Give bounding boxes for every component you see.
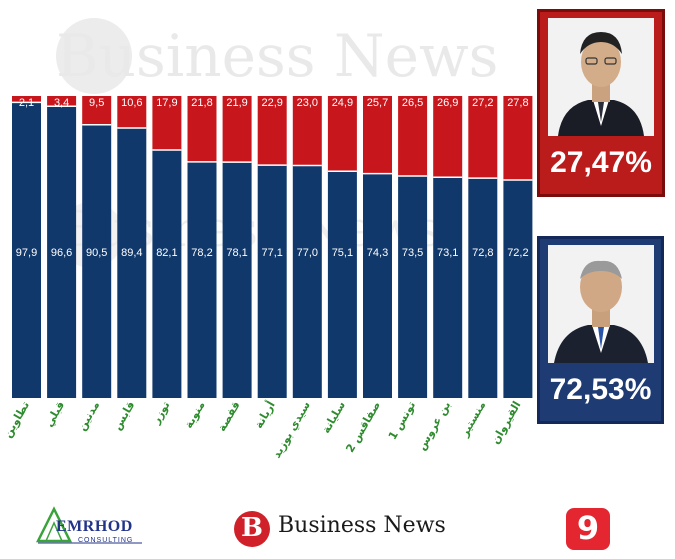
category-label: صفاقس 2 [343,399,383,455]
data-label-blue: 72,8 [472,247,493,259]
data-label-red: 25,7 [367,97,388,109]
tv9-number: 9 [576,509,600,547]
data-label-red: 2,1 [19,97,34,109]
bar-segment-red [187,96,217,162]
data-label-red: 23,0 [297,97,318,109]
category-label: قابس [111,399,138,432]
category-label: منوبة [182,399,208,431]
data-label-blue: 96,6 [51,247,72,259]
category-label: بن عروس [415,399,453,452]
category-label: قفصة [215,399,243,434]
category-label: القيروان [489,399,524,446]
data-label-red: 9,5 [89,97,104,109]
candidate-photo-icon [548,18,654,136]
category-label: أريانة [251,399,278,431]
category-label: سيدي بوزيد [270,399,313,460]
candidate-2-card: 72,53% [537,236,664,424]
data-label-blue: 75,1 [332,247,353,259]
data-label-blue: 77,0 [297,247,318,259]
business-news-name: Business News [278,513,446,538]
bar-segment-red [257,96,287,166]
business-news-logo-icon: B [234,511,270,547]
bar-segment-red [222,96,252,163]
candidate-photo-icon [548,245,654,363]
bar-segment-blue [363,173,392,398]
bar-segment-red [468,96,498,179]
category-label: مدنين [75,399,102,433]
bar-segment-red [433,96,463,178]
bar-segment-red [12,96,41,103]
data-label-red: 24,9 [332,97,353,109]
category-label: توزر [149,399,173,427]
bar-segment-red [82,96,112,125]
bar-segment-red [363,96,392,174]
elhiwar-tv9-logo-icon: 9 [566,508,610,550]
watermark-logo-icon [56,18,132,94]
bar-segment-blue [117,128,147,398]
bar-segment-red [292,96,322,166]
category-label: منستير [457,399,488,440]
bar-segment-blue [468,178,498,398]
emrhod-subtitle: CONSULTING [78,537,134,544]
bar-segment-red [398,96,428,177]
watermark-text: Business News [56,22,499,90]
bar-segment-blue [503,179,533,398]
data-label-red: 21,9 [226,97,247,109]
category-label: سليانة [319,399,348,436]
bar-segment-red [117,96,147,129]
bar-segment-blue [222,162,252,398]
bar-segment-red [503,96,533,180]
category-label: تطاوين [1,399,32,440]
category-label: قبلي [42,399,67,429]
bar-segment-blue [327,171,357,398]
bar-segment-blue [82,124,112,398]
data-label-blue: 97,9 [16,247,37,259]
data-label-blue: 77,1 [261,247,282,259]
candidate-1-percent: 27,47% [550,146,652,179]
bar-segment-red [47,96,77,107]
bar-segment-red [152,96,182,151]
bar-segment-blue [433,177,463,398]
bar-segment-blue [47,106,77,398]
bar-segment-blue [257,165,287,398]
footer [0,488,675,559]
data-label-blue: 89,4 [121,247,142,259]
data-label-red: 22,9 [261,97,282,109]
data-label-blue: 74,3 [367,247,388,259]
data-label-blue: 82,1 [156,247,177,259]
data-label-red: 27,2 [472,97,493,109]
candidate-1-card: 27,47% [537,9,665,197]
data-label-red: 26,9 [437,97,458,109]
emrhod-logo-icon [36,506,142,544]
bar-segment-blue [152,150,182,398]
bar-segment-blue [292,165,322,398]
category-label: تونس 1 [386,399,418,442]
data-label-red: 17,9 [156,97,177,109]
bar-segment-blue [12,102,41,398]
bar-segment-blue [398,176,428,398]
data-label-red: 21,8 [191,97,212,109]
data-label-blue: 72,2 [507,247,528,259]
stacked-bar-chart: 97,9 2,1 تطاوين 96,6 3,4 قبلي 90,5 9,5 مدنين 89,4… [1,96,533,460]
data-label-red: 27,8 [507,97,528,109]
data-label-blue: 73,5 [402,247,423,259]
data-label-blue: 78,2 [191,247,212,259]
emrhod-name: EMRHOD [56,518,133,535]
data-label-blue: 90,5 [86,247,107,259]
candidate-2-percent: 72,53% [549,373,652,406]
data-label-red: 10,6 [121,97,142,109]
bar-segment-red [327,96,357,172]
data-label-red: 3,4 [54,97,69,109]
business-news-logo-letter: B [241,513,263,543]
bar-segment-blue [187,161,217,398]
data-label-blue: 73,1 [437,247,458,259]
data-label-blue: 78,1 [226,247,247,259]
data-label-red: 26,5 [402,97,423,109]
